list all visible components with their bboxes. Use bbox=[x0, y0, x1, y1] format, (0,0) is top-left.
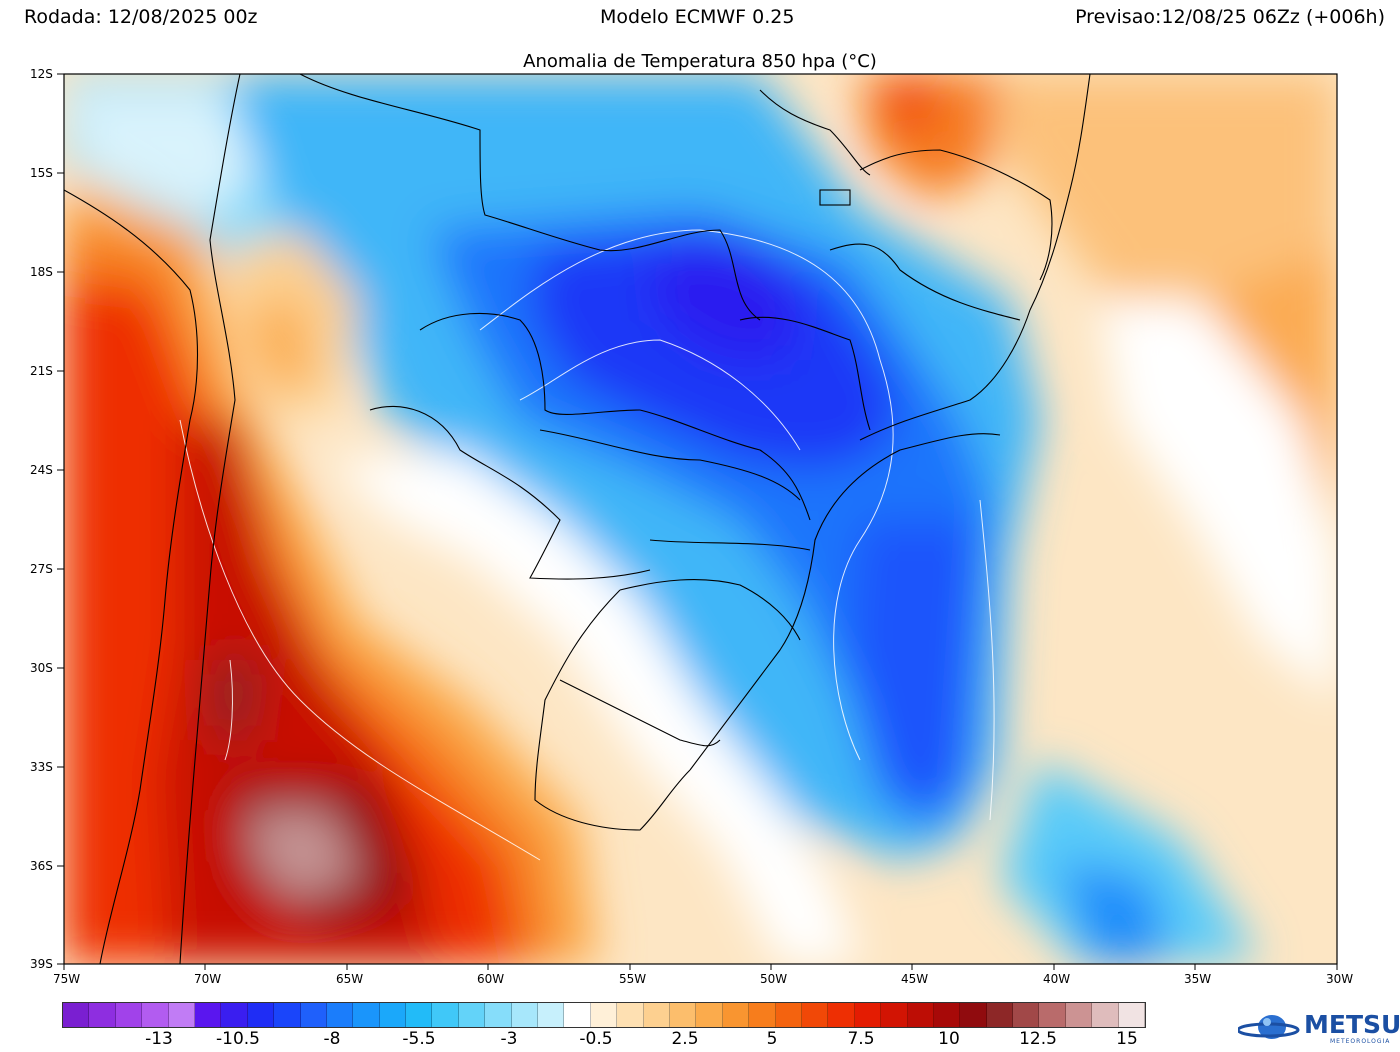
colorbar-swatch bbox=[933, 1003, 961, 1027]
colorbar-label: 7.5 bbox=[847, 1029, 875, 1049]
colorbar-swatch bbox=[828, 1003, 855, 1027]
colorbar-swatch bbox=[432, 1003, 459, 1027]
colorbar-swatch bbox=[406, 1003, 433, 1027]
colorbar-swatch bbox=[194, 1003, 222, 1027]
colorbar-swatch bbox=[749, 1003, 776, 1027]
lon-label: 40W bbox=[1043, 972, 1070, 986]
colorbar-swatch bbox=[1118, 1003, 1146, 1027]
logo-name: METSUL bbox=[1304, 1010, 1400, 1039]
colorbar-swatch bbox=[221, 1003, 248, 1027]
lat-label: 12S bbox=[30, 67, 53, 81]
colorbar-swatch bbox=[274, 1003, 301, 1027]
colorbar-swatch bbox=[168, 1003, 195, 1027]
run-label: Rodada: 12/08/2025 00z bbox=[24, 6, 258, 28]
lat-label: 33S bbox=[30, 760, 53, 774]
lat-label: 15S bbox=[30, 166, 53, 180]
colorbar-swatch bbox=[1065, 1003, 1093, 1027]
colorbar bbox=[62, 1002, 1146, 1028]
colorbar-swatch bbox=[722, 1003, 750, 1027]
model-label: Modelo ECMWF 0.25 bbox=[600, 6, 795, 28]
colorbar-swatch bbox=[854, 1003, 882, 1027]
lat-label: 30S bbox=[30, 661, 53, 675]
colorbar-swatch bbox=[115, 1003, 143, 1027]
lon-label: 30W bbox=[1326, 972, 1353, 986]
lon-label: 70W bbox=[194, 972, 221, 986]
colorbar-swatch bbox=[485, 1003, 512, 1027]
map-title: Anomalia de Temperatura 850 hpa (°C) bbox=[523, 51, 877, 72]
map-frame bbox=[63, 73, 1338, 965]
lon-label: 65W bbox=[336, 972, 363, 986]
colorbar-swatch bbox=[1013, 1003, 1040, 1027]
colorbar-swatch bbox=[300, 1003, 327, 1027]
colorbar-swatch bbox=[907, 1003, 934, 1027]
lat-label: 39S bbox=[30, 957, 53, 971]
metsul-logo: METSUL METEOROLOGIA bbox=[1234, 1008, 1400, 1048]
latitude-ticks bbox=[57, 73, 64, 965]
globe-icon bbox=[1238, 1015, 1300, 1039]
lon-label: 60W bbox=[477, 972, 504, 986]
colorbar-label: -10.5 bbox=[216, 1029, 260, 1049]
colorbar-swatch bbox=[538, 1003, 565, 1027]
colorbar-label: -0.5 bbox=[579, 1029, 613, 1049]
forecast-label: Previsao:12/08/25 06Zz (+006h) bbox=[1075, 6, 1385, 28]
lat-label: 36S bbox=[30, 859, 53, 873]
colorbar-swatch bbox=[696, 1003, 723, 1027]
lon-label: 35W bbox=[1184, 972, 1211, 986]
logo-subtitle: METEOROLOGIA bbox=[1330, 1038, 1391, 1045]
colorbar-swatch bbox=[1039, 1003, 1066, 1027]
colorbar-swatch bbox=[590, 1003, 618, 1027]
colorbar-swatch bbox=[247, 1003, 275, 1027]
colorbar-labels: -13 -10.5 -8 -5.5 -3 -0.5 2.5 5 7.5 10 1… bbox=[62, 1029, 1146, 1049]
colorbar-swatch bbox=[379, 1003, 407, 1027]
lat-label: 24S bbox=[30, 463, 53, 477]
colorbar-label: 12.5 bbox=[1019, 1029, 1057, 1049]
colorbar-swatch bbox=[669, 1003, 697, 1027]
colorbar-label: -5.5 bbox=[402, 1029, 436, 1049]
country-borders bbox=[64, 74, 1091, 964]
colorbar-swatch bbox=[63, 1003, 90, 1027]
lon-label: 50W bbox=[760, 972, 787, 986]
colorbar-swatch bbox=[89, 1003, 116, 1027]
anomaly-map: 12S 15S 18S 21S 24S 27S 30S 33S 36S 39S … bbox=[30, 67, 1353, 986]
longitude-ticks bbox=[63, 964, 1338, 970]
colorbar-label: 5 bbox=[766, 1029, 778, 1049]
colorbar-swatch bbox=[511, 1003, 539, 1027]
colorbar-swatch bbox=[564, 1003, 591, 1027]
colorbar-swatch bbox=[353, 1003, 380, 1027]
lat-label: 27S bbox=[30, 562, 53, 576]
colorbar-label: -13 bbox=[145, 1029, 173, 1049]
colorbar-swatch bbox=[986, 1003, 1014, 1027]
colorbar-swatch bbox=[1092, 1003, 1119, 1027]
lon-label: 45W bbox=[901, 972, 928, 986]
lat-label: 18S bbox=[30, 265, 53, 279]
colorbar-swatch bbox=[960, 1003, 987, 1027]
colorbar-swatch bbox=[643, 1003, 670, 1027]
temperature-field bbox=[64, 74, 1337, 964]
lon-label: 55W bbox=[619, 972, 646, 986]
colorbar-label: 2.5 bbox=[671, 1029, 699, 1049]
colorbar-swatch bbox=[458, 1003, 486, 1027]
colorbar-swatch bbox=[801, 1003, 829, 1027]
colorbar-label: 10 bbox=[938, 1029, 960, 1049]
colorbar-swatch bbox=[142, 1003, 169, 1027]
colorbar-label: -3 bbox=[500, 1029, 518, 1049]
colorbar-label: -8 bbox=[323, 1029, 341, 1049]
colorbar-swatch bbox=[617, 1003, 644, 1027]
colorbar-swatch bbox=[326, 1003, 354, 1027]
lat-label: 21S bbox=[30, 364, 53, 378]
colorbar-swatch bbox=[775, 1003, 802, 1027]
colorbar-swatch bbox=[881, 1003, 908, 1027]
colorbar-label: 15 bbox=[1116, 1029, 1138, 1049]
lon-label: 75W bbox=[53, 972, 80, 986]
